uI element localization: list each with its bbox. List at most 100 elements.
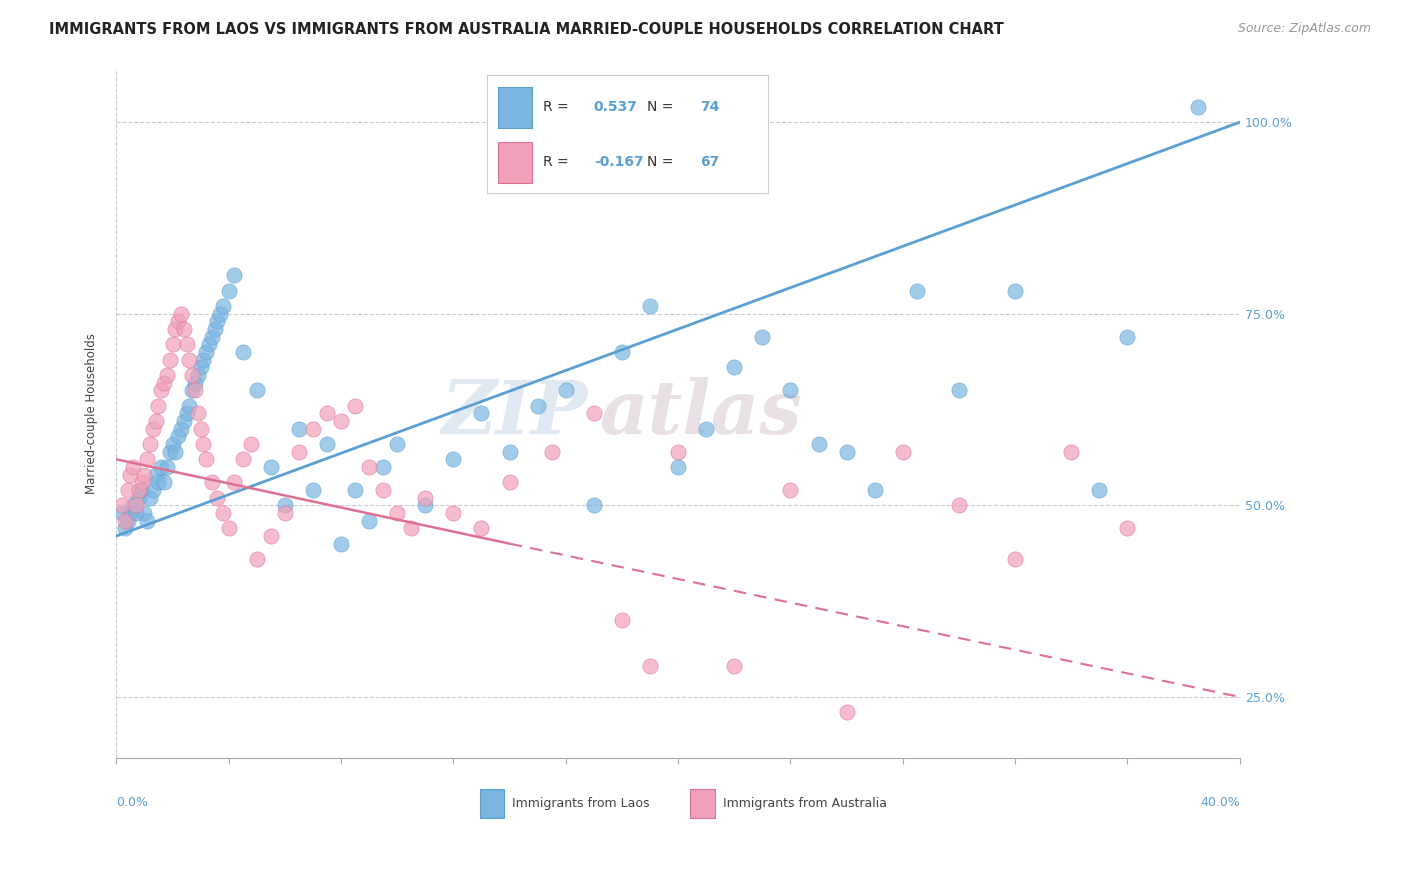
Point bbox=[153, 376, 176, 390]
Point bbox=[540, 444, 562, 458]
Point bbox=[638, 299, 661, 313]
Point bbox=[159, 444, 181, 458]
Point bbox=[142, 422, 165, 436]
Point bbox=[111, 506, 134, 520]
Point bbox=[122, 460, 145, 475]
Point bbox=[167, 429, 190, 443]
Point bbox=[111, 499, 134, 513]
Point bbox=[470, 521, 492, 535]
Point bbox=[330, 414, 353, 428]
Point bbox=[142, 483, 165, 497]
Point bbox=[193, 352, 215, 367]
Point bbox=[134, 506, 156, 520]
Point bbox=[498, 444, 520, 458]
Point bbox=[387, 506, 409, 520]
Point bbox=[666, 460, 689, 475]
Point bbox=[204, 322, 226, 336]
Point bbox=[1060, 444, 1083, 458]
Point bbox=[373, 483, 395, 497]
Point bbox=[125, 499, 148, 513]
Point bbox=[288, 422, 311, 436]
Point bbox=[948, 499, 970, 513]
Y-axis label: Married-couple Households: Married-couple Households bbox=[86, 333, 98, 494]
Point bbox=[114, 514, 136, 528]
Point bbox=[201, 330, 224, 344]
Point bbox=[139, 437, 162, 451]
Point bbox=[274, 506, 297, 520]
Point bbox=[156, 460, 179, 475]
Point bbox=[156, 368, 179, 382]
Point bbox=[190, 422, 212, 436]
Point bbox=[359, 460, 381, 475]
Point bbox=[165, 444, 187, 458]
Point bbox=[162, 337, 184, 351]
Point bbox=[139, 491, 162, 505]
Point bbox=[224, 475, 246, 490]
Point bbox=[240, 437, 263, 451]
Point bbox=[387, 437, 409, 451]
Point bbox=[316, 437, 339, 451]
Point bbox=[610, 613, 633, 627]
Point bbox=[1088, 483, 1111, 497]
Point bbox=[117, 514, 139, 528]
Point bbox=[173, 414, 195, 428]
Point bbox=[948, 384, 970, 398]
Point bbox=[218, 521, 240, 535]
Point bbox=[131, 483, 153, 497]
Point bbox=[344, 483, 367, 497]
Point bbox=[122, 499, 145, 513]
Point bbox=[246, 384, 269, 398]
Point bbox=[779, 483, 801, 497]
Point bbox=[582, 406, 605, 420]
Point bbox=[128, 483, 150, 497]
Point bbox=[316, 406, 339, 420]
Point bbox=[779, 384, 801, 398]
Point bbox=[232, 345, 254, 359]
Point bbox=[187, 368, 209, 382]
Point bbox=[209, 307, 232, 321]
Point bbox=[695, 422, 717, 436]
Point bbox=[187, 406, 209, 420]
Point bbox=[184, 376, 207, 390]
Point bbox=[201, 475, 224, 490]
Point bbox=[136, 452, 159, 467]
Text: atlas: atlas bbox=[599, 377, 801, 450]
Point bbox=[302, 483, 325, 497]
Point bbox=[401, 521, 423, 535]
Point bbox=[193, 437, 215, 451]
Point bbox=[120, 467, 142, 482]
Point bbox=[526, 399, 548, 413]
Text: ZIP: ZIP bbox=[441, 377, 588, 450]
Point bbox=[145, 414, 167, 428]
Point bbox=[359, 514, 381, 528]
Point bbox=[751, 330, 773, 344]
Point bbox=[207, 491, 229, 505]
Point bbox=[638, 659, 661, 673]
Point bbox=[260, 529, 283, 543]
Point bbox=[288, 444, 311, 458]
Point bbox=[181, 368, 204, 382]
Point bbox=[723, 659, 745, 673]
Point bbox=[114, 521, 136, 535]
Point bbox=[125, 506, 148, 520]
Point bbox=[134, 467, 156, 482]
Point bbox=[212, 506, 235, 520]
Point bbox=[666, 444, 689, 458]
Point bbox=[582, 499, 605, 513]
Point bbox=[246, 552, 269, 566]
Point bbox=[145, 467, 167, 482]
Point bbox=[198, 337, 221, 351]
Point bbox=[195, 345, 218, 359]
Point bbox=[218, 284, 240, 298]
Point bbox=[1116, 521, 1139, 535]
Point bbox=[165, 322, 187, 336]
Point bbox=[413, 499, 436, 513]
Point bbox=[373, 460, 395, 475]
Point bbox=[181, 384, 204, 398]
Point bbox=[441, 452, 464, 467]
Point bbox=[863, 483, 886, 497]
Point bbox=[120, 506, 142, 520]
Point bbox=[131, 475, 153, 490]
Point bbox=[1116, 330, 1139, 344]
Point bbox=[148, 399, 170, 413]
